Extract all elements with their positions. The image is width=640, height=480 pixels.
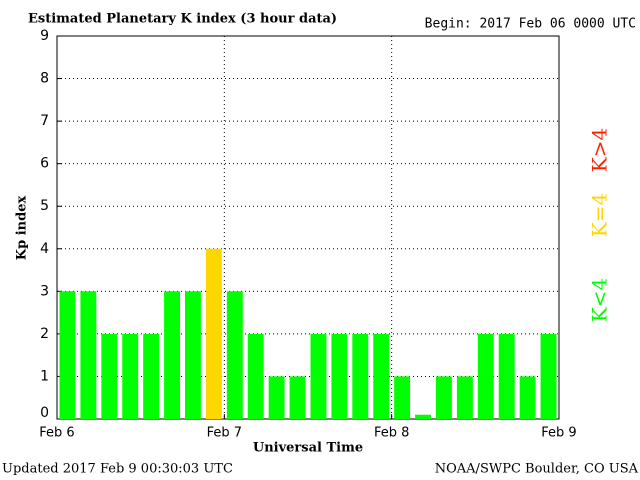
bar <box>164 291 180 419</box>
bar <box>436 376 452 419</box>
bar <box>226 291 243 419</box>
bar <box>247 333 264 419</box>
bar <box>101 333 118 419</box>
chart-title: Estimated Planetary K index (3 hour data… <box>28 12 337 27</box>
x-tick-label: Feb 9 <box>541 426 576 441</box>
bar <box>477 333 494 419</box>
legend-entry: K=4 <box>588 193 612 237</box>
y-tick-label: 1 <box>40 368 49 384</box>
x-tick-label: Feb 8 <box>374 426 409 441</box>
bar <box>205 248 222 419</box>
x-tick-label: Feb 6 <box>39 426 74 441</box>
legend-entry: K<4 <box>588 278 612 322</box>
bar <box>373 333 390 419</box>
bar <box>415 414 431 419</box>
y-tick-label: 2 <box>40 326 49 342</box>
y-tick-label: 8 <box>40 71 49 87</box>
bar <box>185 291 201 419</box>
legend-entry: K>4 <box>588 128 612 172</box>
y-tick-label: 5 <box>40 198 49 214</box>
bar <box>456 376 473 419</box>
footer-right: NOAA/SWPC Boulder, CO USA <box>435 462 639 477</box>
x-tick-label: Feb 7 <box>207 426 242 441</box>
bar <box>394 376 411 419</box>
bar <box>59 291 76 419</box>
bar <box>143 333 160 419</box>
bar <box>331 333 348 419</box>
plot-frame <box>56 35 560 420</box>
y-tick-label: 4 <box>40 241 49 257</box>
footer-left: Updated 2017 Feb 9 00:30:03 UTC <box>2 462 233 477</box>
bar <box>122 333 139 419</box>
y-axis-label: Kp index <box>15 196 30 261</box>
bar <box>352 333 369 419</box>
y-tick-label: 7 <box>40 113 49 129</box>
x-axis-label: Universal Time <box>253 441 363 456</box>
bar <box>289 376 306 419</box>
bar <box>519 376 536 419</box>
y-tick-label: 9 <box>40 28 49 44</box>
bar <box>540 333 557 419</box>
y-tick-label: 6 <box>40 156 49 172</box>
y-tick-label: 3 <box>40 283 49 299</box>
bar <box>80 291 97 419</box>
y-tick-label: 0 <box>40 405 49 421</box>
bar <box>498 333 515 419</box>
bar <box>310 333 327 419</box>
bar <box>268 376 285 419</box>
chart-subtitle: Begin: 2017 Feb 06 0000 UTC <box>425 17 636 32</box>
